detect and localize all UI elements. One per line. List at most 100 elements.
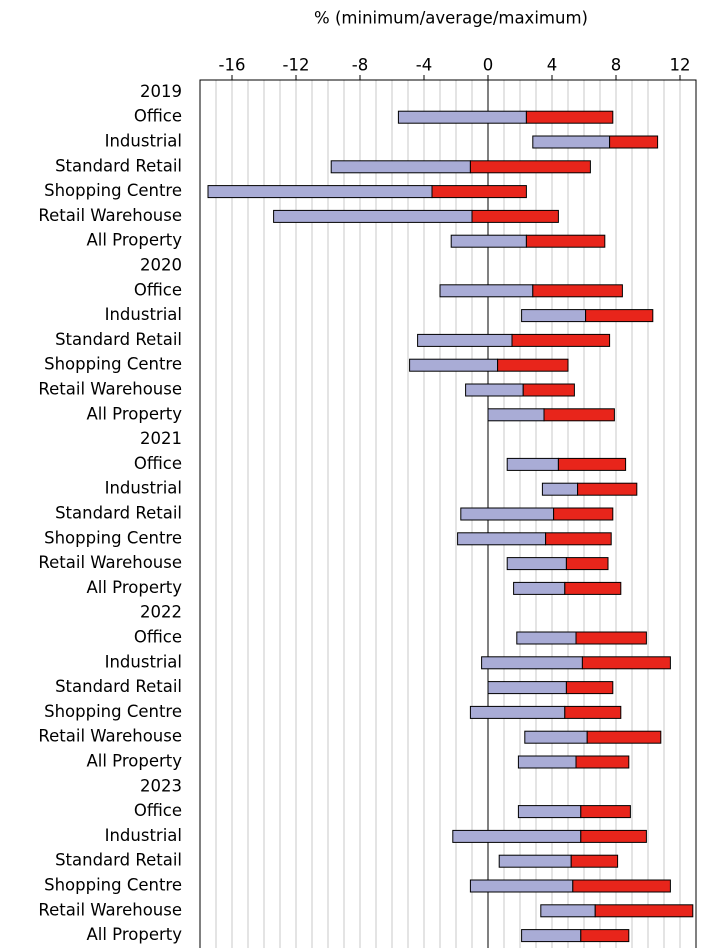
- bar-low: [330, 160, 471, 174]
- bar-high: [511, 333, 611, 347]
- bar-high: [469, 160, 591, 174]
- category-label: Industrial: [105, 479, 182, 498]
- category-label: Retail Warehouse: [38, 206, 182, 225]
- bar-low: [452, 829, 582, 843]
- x-tick-label: -12: [283, 56, 310, 75]
- category-label: All Property: [86, 404, 182, 423]
- bar-low: [439, 284, 534, 298]
- bar-low: [517, 805, 582, 819]
- category-label: Retail Warehouse: [38, 727, 182, 746]
- category-label: 2021: [140, 429, 182, 448]
- category-label: 2023: [140, 776, 182, 795]
- category-label: Standard Retail: [55, 504, 182, 523]
- category-label: Industrial: [105, 305, 182, 324]
- bar-high: [565, 681, 614, 695]
- category-label: All Property: [86, 752, 182, 771]
- x-tick-label: 8: [611, 56, 622, 75]
- category-label: Industrial: [105, 652, 182, 671]
- bar-high: [525, 110, 614, 124]
- bar-low: [207, 185, 433, 199]
- chart-title: % (minimum/average/maximum): [314, 9, 588, 28]
- bar-high: [564, 581, 622, 595]
- bar-high: [564, 705, 622, 719]
- bar-high: [572, 879, 671, 893]
- bar-low: [465, 383, 524, 397]
- bar-low: [513, 581, 566, 595]
- bar-high: [543, 408, 615, 422]
- bar-low: [417, 333, 513, 347]
- category-label: Standard Retail: [55, 851, 182, 870]
- bar-high: [532, 284, 623, 298]
- bar-high: [553, 507, 614, 521]
- bar-low: [487, 408, 545, 422]
- category-label: Shopping Centre: [44, 181, 182, 200]
- category-label: 2022: [140, 603, 182, 622]
- category-label: Retail Warehouse: [38, 900, 182, 919]
- bar-low: [409, 358, 499, 372]
- bar-low: [521, 929, 582, 943]
- bar-high: [580, 805, 631, 819]
- bar-high: [585, 309, 654, 323]
- category-label: Shopping Centre: [44, 528, 182, 547]
- bar-high: [594, 904, 694, 918]
- bar-high: [431, 185, 527, 199]
- x-tick-label: -4: [416, 56, 432, 75]
- category-label: 2020: [140, 256, 182, 275]
- bar-high: [575, 631, 647, 645]
- bar-high: [609, 135, 659, 149]
- bar-low: [460, 507, 555, 521]
- x-tick-label: 0: [483, 56, 494, 75]
- bar-low: [457, 532, 547, 546]
- x-tick-label: -16: [219, 56, 246, 75]
- x-tick-label: -8: [352, 56, 368, 75]
- category-label: Office: [134, 801, 182, 820]
- category-label: Shopping Centre: [44, 355, 182, 374]
- bar-high: [586, 730, 662, 744]
- category-label: Shopping Centre: [44, 702, 182, 721]
- bar-high: [577, 482, 638, 496]
- bar-high: [525, 234, 606, 248]
- category-label: Retail Warehouse: [38, 380, 182, 399]
- bar-low: [498, 854, 572, 868]
- category-label: Office: [134, 628, 182, 647]
- category-label: All Property: [86, 578, 182, 597]
- bar-high: [497, 358, 569, 372]
- category-label: All Property: [86, 231, 182, 250]
- bar-low: [516, 631, 577, 645]
- bar-low: [541, 482, 579, 496]
- bar-high: [580, 829, 647, 843]
- bar-high: [580, 929, 630, 943]
- bar-low: [521, 309, 587, 323]
- bar-high: [570, 854, 619, 868]
- bar-high: [581, 656, 671, 670]
- bar-low: [517, 755, 577, 769]
- bar-high: [522, 383, 575, 397]
- category-label: Office: [134, 280, 182, 299]
- bar-low: [506, 457, 559, 471]
- category-label: 2019: [140, 82, 182, 101]
- bar-low: [469, 879, 574, 893]
- bar-low: [273, 209, 473, 223]
- category-label: Retail Warehouse: [38, 553, 182, 572]
- bar-low: [506, 557, 567, 571]
- bar-low: [524, 730, 588, 744]
- bar-high: [471, 209, 559, 223]
- x-tick-label: 12: [670, 56, 691, 75]
- bar-low: [532, 135, 611, 149]
- category-label: All Property: [86, 925, 182, 944]
- bar-high: [575, 755, 630, 769]
- category-label: Industrial: [105, 826, 182, 845]
- category-label: Industrial: [105, 132, 182, 151]
- plot-frame: [199, 79, 697, 948]
- bar-high: [545, 532, 612, 546]
- category-label: Standard Retail: [55, 330, 182, 349]
- category-label: Office: [134, 107, 182, 126]
- bar-low: [487, 681, 567, 695]
- bar-low: [450, 234, 527, 248]
- bar-high: [565, 557, 609, 571]
- bar-low: [481, 656, 583, 670]
- category-label: Office: [134, 454, 182, 473]
- bar-low: [397, 110, 527, 124]
- category-label: Shopping Centre: [44, 876, 182, 895]
